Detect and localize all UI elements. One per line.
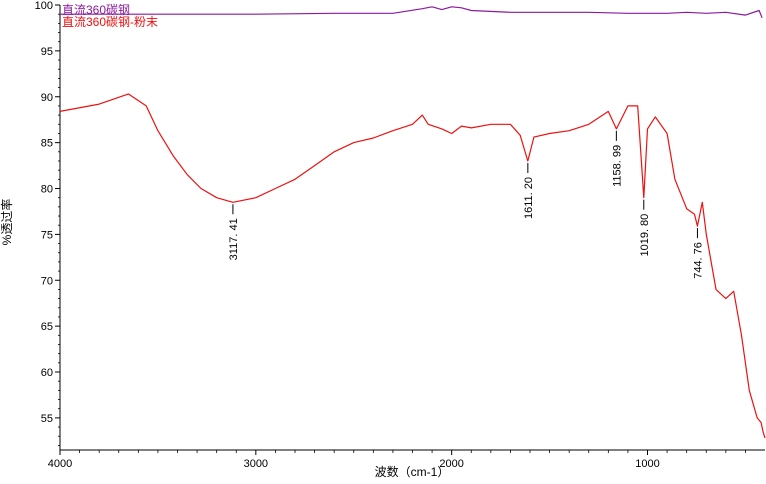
chart-axes: 55 60 65 70 75 80 85 90 95 100 4000 3000 2000 1000 bbox=[35, 0, 765, 470]
peak-label: 744. 76 bbox=[692, 242, 704, 279]
x-tick-label: 1000 bbox=[635, 458, 659, 470]
y-tick-label: 85 bbox=[41, 138, 53, 150]
series-layer bbox=[59, 6, 766, 439]
y-axis-title: %透过率 bbox=[0, 199, 14, 246]
peak-label: 1611. 20 bbox=[523, 177, 535, 219]
series-line-2 bbox=[59, 93, 766, 439]
y-tick-label: 75 bbox=[41, 229, 53, 241]
y-tick-label: 55 bbox=[41, 413, 53, 425]
y-tick-label: 100 bbox=[35, 0, 53, 12]
x-tick-label: 2000 bbox=[439, 458, 463, 470]
x-tick-label: 3000 bbox=[244, 458, 268, 470]
y-tick-label: 90 bbox=[41, 92, 53, 104]
y-tick-label: 95 bbox=[41, 46, 53, 58]
y-tick-label: 70 bbox=[41, 275, 53, 287]
series-line-1 bbox=[60, 6, 763, 19]
legend-item-1: 直流360碳钢 bbox=[62, 3, 130, 17]
peak-label: 1158. 99 bbox=[611, 145, 623, 187]
peak-label: 1019. 80 bbox=[639, 214, 651, 257]
x-axis-title: 波数（cm-1） bbox=[375, 464, 450, 479]
x-tick-label: 4000 bbox=[48, 458, 72, 470]
y-tick-label: 65 bbox=[41, 321, 53, 333]
peak-annotations: 3117. 41 1611. 20 1158. 99 1019. 80 744. 76 bbox=[228, 130, 704, 279]
y-tick-label: 60 bbox=[41, 367, 53, 379]
y-tick-label: 80 bbox=[41, 184, 53, 196]
peak-label: 3117. 41 bbox=[228, 218, 240, 260]
legend-item-2: 直流360碳钢-粉末 bbox=[62, 15, 158, 29]
